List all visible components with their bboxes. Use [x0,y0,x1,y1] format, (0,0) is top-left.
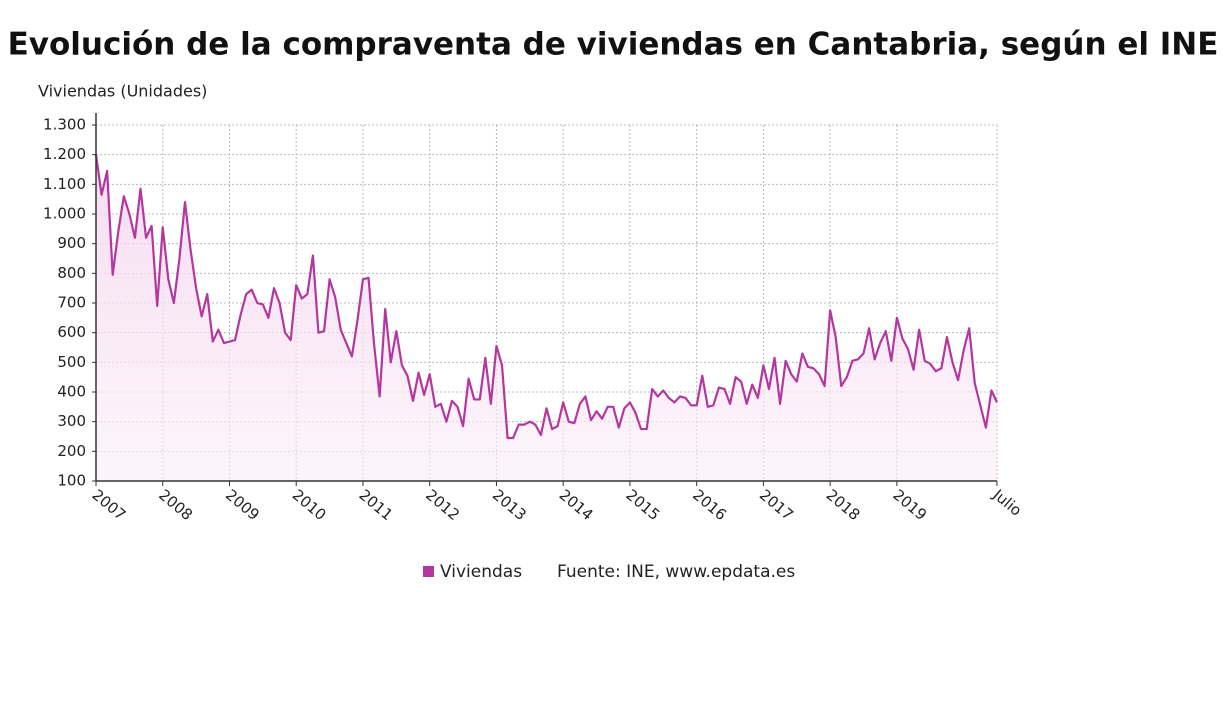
x-tick-label: 2019 [889,486,930,524]
y-tick-label: 700 [57,294,86,312]
y-tick-label: 800 [57,264,86,282]
x-tick-label: Julio [989,485,1025,520]
x-tick-label: 2015 [622,486,663,524]
legend-label: Viviendas [440,562,522,582]
y-tick-label: 200 [57,442,86,460]
area [96,154,997,482]
x-tick-label: 2016 [689,486,730,524]
x-tick-label: 2014 [556,486,597,524]
chart-title: Evolución de la compraventa de viviendas… [8,27,1219,63]
x-tick-label: 2008 [155,486,196,524]
legend-swatch [423,566,434,577]
y-tick-label: 500 [57,353,86,371]
x-tick-label: 2013 [489,486,530,524]
source-note: Fuente: INE, www.epdata.es [557,562,795,582]
x-tick-label: 2012 [422,486,463,524]
y-tick-label: 1.300 [43,116,86,134]
y-tick-label: 300 [57,412,86,430]
x-tick-label: 2011 [355,486,396,524]
x-tick-label: 2018 [823,486,864,524]
x-tick-label: 2017 [756,486,797,524]
y-tick-label: 1.200 [43,145,86,163]
y-axis-label: Viviendas (Unidades) [38,82,207,101]
x-tick-label: 2007 [89,486,130,524]
plot: 100 200 300 400 500 600 700 800 900 1.000 1.100 1.2… [43,113,1025,524]
x-tick-label: 2010 [289,486,330,524]
y-tick-label: 100 [57,472,86,490]
x-tick-label: 2009 [222,486,263,524]
y-tick-label: 900 [57,234,86,252]
y-tick-label: 1.000 [43,205,86,223]
line [94,154,998,440]
y-tick-label: 1.100 [43,175,86,193]
y-tick-label: 400 [57,383,86,401]
y-tick-label: 600 [57,323,86,341]
